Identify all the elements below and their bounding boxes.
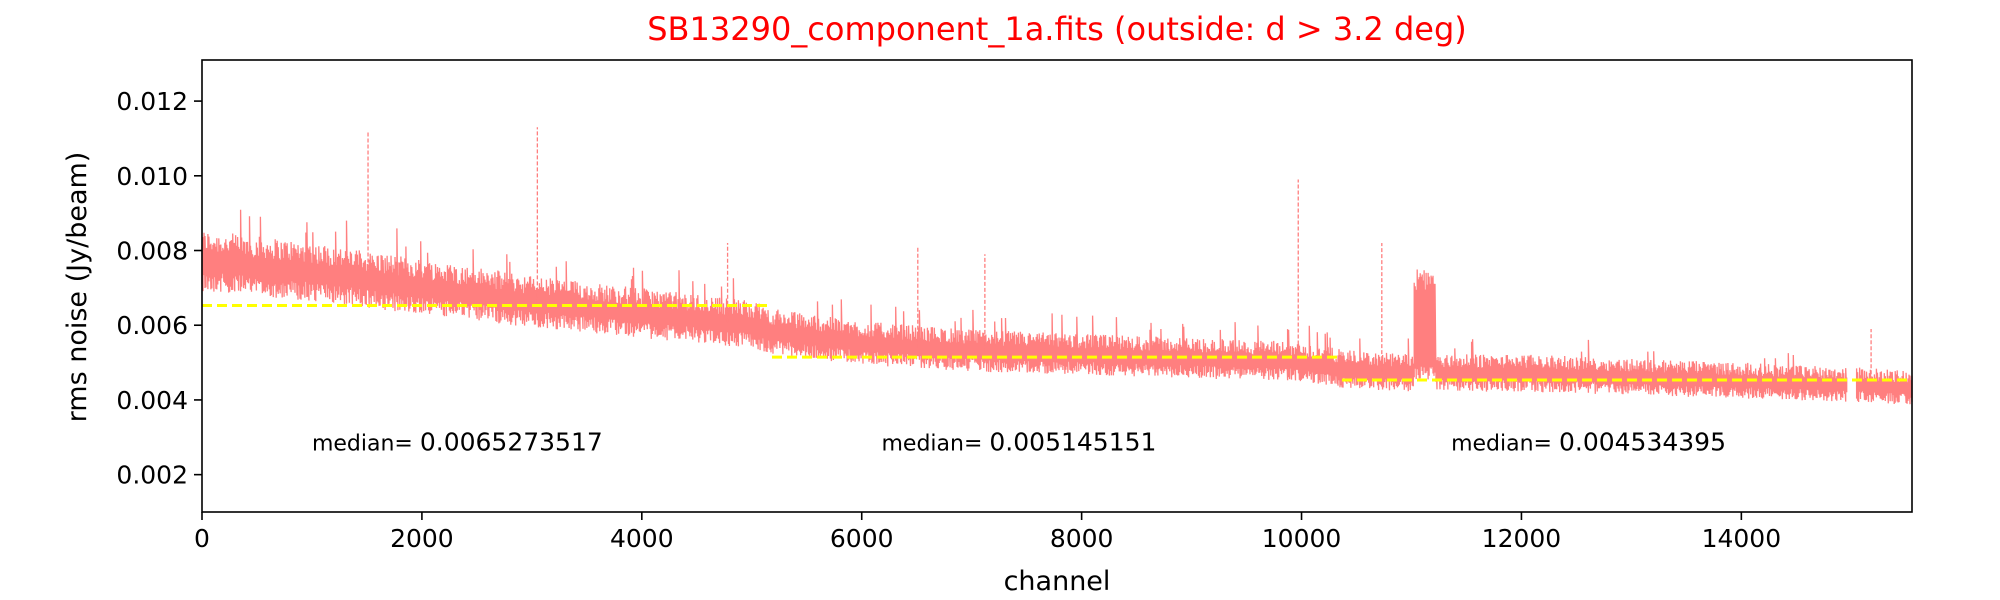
y-tick-label: 0.006 (116, 311, 188, 340)
x-axis-ticks: 0 2000 4000 6000 8000 10000 12000 14000 (194, 512, 1781, 553)
x-tick-label: 10000 (1262, 524, 1342, 553)
y-tick-label: 0.012 (116, 87, 188, 116)
y-axis-label: rms noise (Jy/beam) (62, 152, 93, 423)
x-tick-label: 0 (194, 524, 210, 553)
y-tick-label: 0.004 (116, 386, 188, 415)
median-label: median= 0.005145151 (882, 427, 1157, 456)
median-label: median= 0.004534395 (1451, 427, 1726, 456)
x-tick-label: 14000 (1702, 524, 1782, 553)
x-tick-label: 4000 (610, 524, 674, 553)
y-axis-ticks: 0.002 0.004 0.006 0.008 0.010 0.012 (116, 87, 202, 490)
median-label: median= 0.0065273517 (312, 427, 603, 456)
median-labels: median= 0.0065273517 median= 0.005145151 m… (312, 427, 1726, 456)
plot-area (201, 127, 1913, 405)
y-tick-label: 0.008 (116, 237, 188, 266)
x-tick-label: 6000 (830, 524, 894, 553)
x-tick-label: 8000 (1050, 524, 1114, 553)
y-tick-label: 0.002 (116, 461, 188, 490)
x-tick-label: 12000 (1482, 524, 1562, 553)
series-line (201, 209, 1913, 405)
x-axis-label: channel (1004, 566, 1111, 597)
y-tick-label: 0.010 (116, 162, 188, 191)
chart-title: SB13290_component_1a.fits (outside: d > … (647, 10, 1467, 48)
plot-frame (201, 59, 1913, 513)
x-tick-label: 2000 (390, 524, 454, 553)
